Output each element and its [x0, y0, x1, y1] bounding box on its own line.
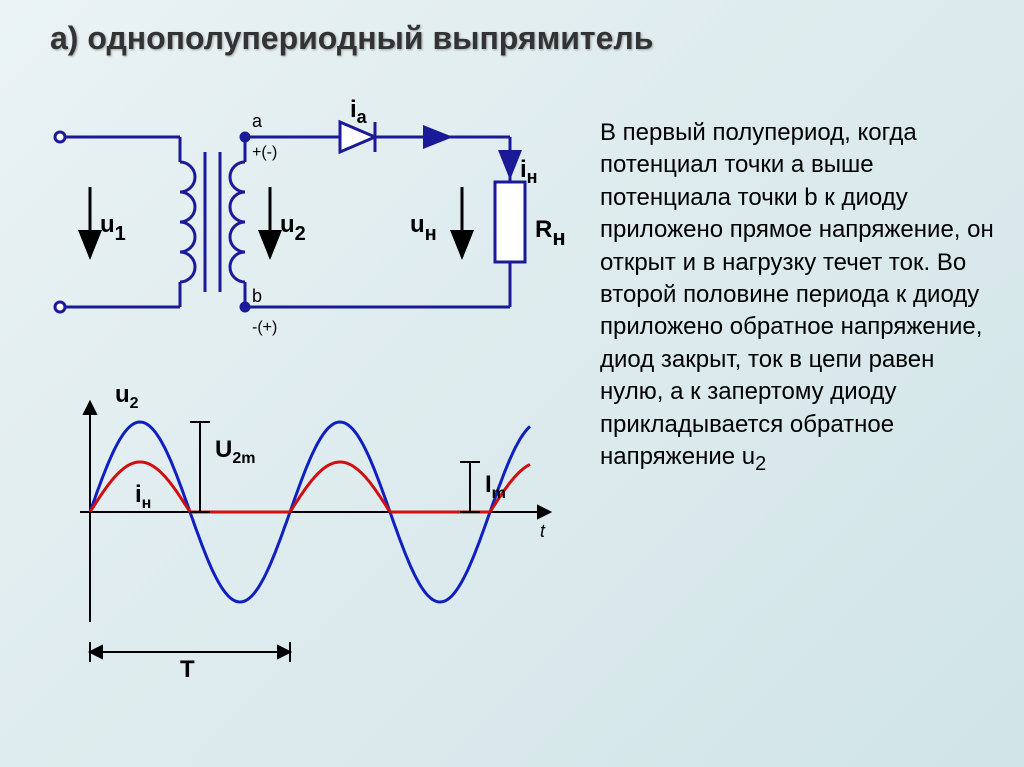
u1-label: u1 — [100, 211, 126, 245]
slide-title: а) однополупериодный выпрямитель — [50, 20, 994, 57]
polarity-top: +(-) — [252, 144, 277, 161]
node-b-label: b — [252, 286, 262, 306]
waveform-chart: u2 U2m iн Im t T — [30, 362, 590, 702]
voltage-arrows — [90, 187, 462, 257]
im-bracket — [460, 462, 480, 512]
body-text: В первый полупериод, когда потенциал точ… — [600, 77, 994, 707]
t-axis-label: t — [540, 521, 546, 541]
un-label: uн — [410, 211, 437, 245]
body-text-content: В первый полупериод, когда потенциал точ… — [600, 119, 994, 470]
circuit-diagram: u1 u2 uн Rн iа iн a b +(-) -(+) — [30, 77, 590, 357]
node-a-label: a — [252, 111, 263, 131]
u2-wave-label: u2 — [115, 381, 139, 412]
period-label: T — [180, 656, 195, 683]
u2m-bracket — [190, 422, 210, 512]
u2-label: u2 — [280, 211, 306, 245]
content-row: u1 u2 uн Rн iа iн a b +(-) -(+) — [30, 77, 994, 707]
body-text-sub: 2 — [755, 453, 766, 475]
rectified-wave — [90, 462, 530, 512]
slide: а) однополупериодный выпрямитель — [0, 0, 1024, 767]
u2m-label: U2m — [215, 436, 255, 467]
ia-label: iа — [350, 96, 368, 127]
left-column: u1 u2 uн Rн iа iн a b +(-) -(+) — [30, 77, 590, 707]
in-wave-label: iн — [135, 481, 151, 512]
polarity-bottom: -(+) — [252, 319, 277, 336]
rn-label: Rн — [535, 216, 566, 250]
in-label: iн — [520, 156, 538, 187]
current-arrows — [400, 137, 510, 177]
